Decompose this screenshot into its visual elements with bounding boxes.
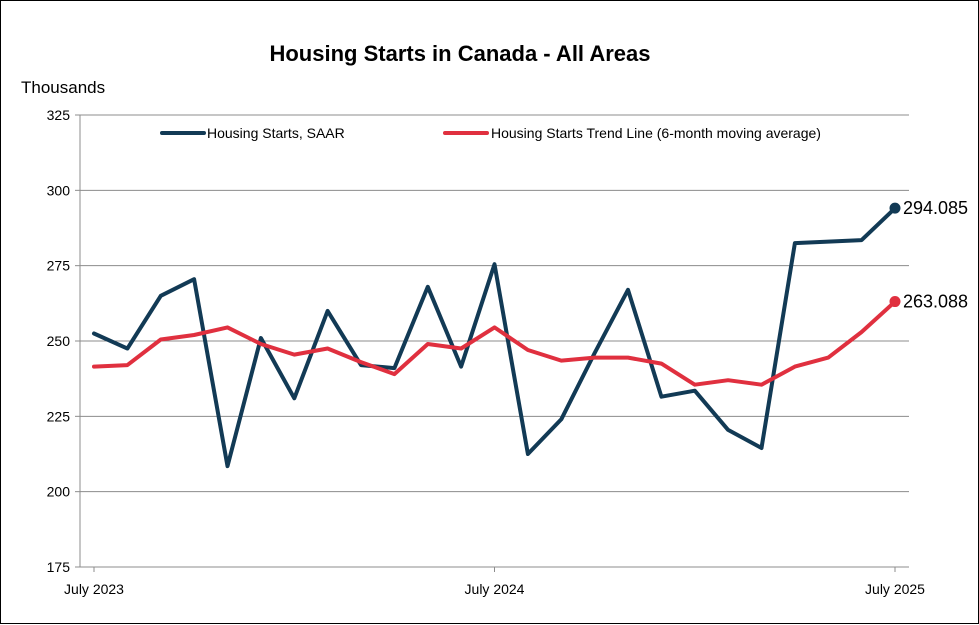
y-tick-label: 300 — [47, 182, 71, 198]
series-end-label-0: 294.085 — [903, 198, 968, 218]
y-tick-label: 200 — [47, 484, 71, 500]
series-end-point-0 — [889, 202, 901, 214]
chart-title: Housing Starts in Canada - All Areas — [269, 41, 650, 66]
y-tick-label: 175 — [47, 559, 71, 575]
legend-label-0: Housing Starts, SAAR — [207, 125, 345, 141]
series-end-label-1: 263.088 — [903, 292, 968, 312]
y-tick-label: 325 — [47, 107, 71, 123]
x-tick-label: July 2024 — [465, 581, 525, 597]
series-line-1 — [92, 299, 897, 387]
axes: 175 200 225 250 275 300 325 July 2023 July 2024 J… — [47, 107, 926, 597]
y-tick-label: 275 — [47, 258, 71, 274]
legend-label-1: Housing Starts Trend Line (6-month movin… — [491, 125, 821, 141]
y-tick-label: 250 — [47, 333, 71, 349]
series-lines: 294.085 263.088 — [92, 198, 968, 469]
legend: Housing Starts, SAAR Housing Starts Trend… — [160, 125, 821, 141]
series-line-0 — [92, 206, 897, 469]
x-tick-label: July 2025 — [865, 581, 925, 597]
series-end-point-1 — [889, 296, 901, 308]
y-tick-label: 225 — [47, 408, 71, 424]
x-tick-label: July 2023 — [64, 581, 124, 597]
y-axis-units-label: Thousands — [21, 78, 105, 97]
